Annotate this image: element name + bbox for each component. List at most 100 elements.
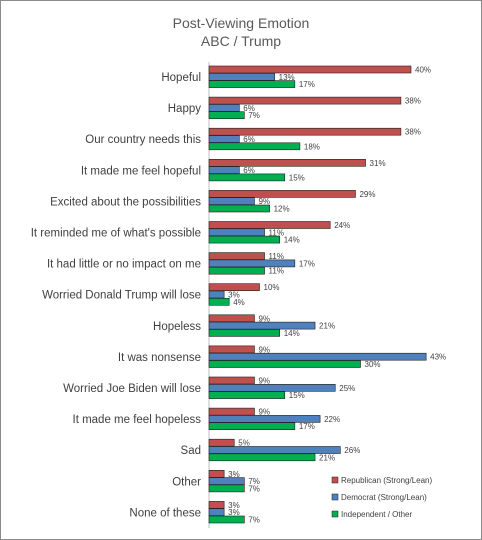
data-label-democrat-strong-lean-hopeless: 21% [319, 322, 335, 331]
legend-label-republican-strong-lean: Republican (Strong/Lean) [341, 476, 433, 485]
data-label-democrat-strong-lean-none-of-these: 3% [228, 508, 240, 517]
data-label-republican-strong-lean-sad: 5% [238, 439, 250, 448]
bar-democrat-strong-lean-it-was-nonsense [208, 352, 427, 361]
category-label-worried-donald-trump-will-lose: Worried Donald Trump will lose [42, 290, 201, 302]
bar-republican-strong-lean-excited-about-the-possibilities [208, 190, 356, 198]
data-label-democrat-strong-lean-worried-donald-trump-will-lose: 3% [228, 291, 240, 300]
legend-label-independent-other: Independent / Other [341, 510, 413, 519]
data-label-republican-strong-lean-it-made-me-feel-hopeful: 31% [370, 159, 386, 168]
bar-republican-strong-lean-it-made-me-feel-hopeless [208, 407, 255, 416]
bar-republican-strong-lean-worried-joe-biden-will-lose [208, 376, 255, 385]
bar-independent-other-it-had-little-or-no-impact-on-me [208, 266, 265, 275]
data-label-republican-strong-lean-worried-donald-trump-will-lose: 10% [264, 283, 280, 292]
bar-democrat-strong-lean-worried-joe-biden-will-lose [208, 383, 336, 392]
bars-group: 40%13%17%38%6%7%38%6%18%31%6%15%29%9%12%… [208, 65, 446, 525]
data-label-independent-other-other: 7% [248, 484, 260, 493]
category-label-worried-joe-biden-will-lose: Worried Joe Biden will lose [63, 383, 201, 395]
data-label-republican-strong-lean-none-of-these: 3% [228, 501, 240, 510]
category-label-excited-about-the-possibilities: Excited about the possibilities [50, 196, 201, 208]
bar-independent-other-worried-joe-biden-will-lose [208, 391, 286, 399]
bar-independent-other-excited-about-the-possibilities [208, 204, 270, 213]
data-label-democrat-strong-lean-our-country-needs-this: 6% [243, 135, 255, 144]
bar-independent-other-hopeful [208, 80, 296, 88]
bar-republican-strong-lean-hopeful [208, 65, 412, 74]
bar-republican-strong-lean-sad [208, 438, 235, 447]
bar-republican-strong-lean-happy [208, 96, 402, 105]
bar-independent-other-other [208, 484, 245, 493]
bar-democrat-strong-lean-none-of-these [208, 508, 225, 517]
bar-democrat-strong-lean-happy [208, 104, 240, 112]
category-label-hopeful: Hopeful [161, 72, 201, 84]
data-label-republican-strong-lean-happy: 38% [405, 97, 421, 106]
data-label-democrat-strong-lean-it-was-nonsense: 43% [430, 353, 446, 362]
category-label-none-of-these: None of these [129, 507, 201, 519]
data-label-independent-other-worried-donald-trump-will-lose: 4% [233, 298, 245, 307]
data-label-independent-other-excited-about-the-possibilities: 12% [274, 205, 290, 214]
category-label-it-was-nonsense: It was nonsense [118, 352, 201, 364]
bar-republican-strong-lean-it-had-little-or-no-impact-on-me [208, 252, 265, 260]
data-label-independent-other-worried-joe-biden-will-lose: 15% [289, 391, 305, 400]
bar-republican-strong-lean-it-was-nonsense [208, 345, 255, 354]
data-label-independent-other-it-reminded-me-of-what-s-possible: 14% [284, 236, 300, 245]
bar-independent-other-it-made-me-feel-hopeless [208, 422, 296, 431]
data-label-democrat-strong-lean-happy: 6% [243, 104, 255, 113]
data-label-independent-other-it-made-me-feel-hopeless: 17% [299, 422, 315, 431]
bar-independent-other-it-reminded-me-of-what-s-possible [208, 235, 280, 244]
bar-democrat-strong-lean-other [208, 477, 245, 485]
category-label-our-country-needs-this: Our country needs this [85, 134, 201, 146]
bar-independent-other-hopeless [208, 329, 280, 337]
bar-independent-other-happy [208, 111, 245, 119]
data-label-independent-other-sad: 21% [319, 453, 335, 462]
bar-independent-other-none-of-these [208, 515, 245, 524]
bar-democrat-strong-lean-it-reminded-me-of-what-s-possible [208, 228, 265, 237]
data-label-republican-strong-lean-other: 3% [228, 470, 240, 479]
category-label-hopeless: Hopeless [153, 321, 201, 333]
bar-republican-strong-lean-other [208, 469, 225, 478]
bar-independent-other-sad [208, 453, 316, 462]
bar-democrat-strong-lean-hopeful [208, 73, 275, 81]
data-label-democrat-strong-lean-sad: 26% [344, 446, 360, 455]
data-label-democrat-strong-lean-other: 7% [248, 477, 260, 486]
bar-democrat-strong-lean-it-made-me-feel-hopeless [208, 415, 321, 423]
chart-title: Post-Viewing Emotion [172, 15, 310, 31]
bar-republican-strong-lean-worried-donald-trump-will-lose [208, 283, 260, 292]
data-label-republican-strong-lean-it-made-me-feel-hopeless: 9% [258, 408, 270, 417]
bar-republican-strong-lean-hopeless [208, 314, 255, 323]
category-label-it-made-me-feel-hopeless: It made me feel hopeless [73, 414, 202, 426]
bar-republican-strong-lean-our-country-needs-this [208, 127, 402, 136]
data-label-republican-strong-lean-excited-about-the-possibilities: 29% [359, 190, 375, 199]
bar-democrat-strong-lean-our-country-needs-this [208, 135, 240, 143]
data-label-republican-strong-lean-our-country-needs-this: 38% [405, 128, 421, 137]
data-label-republican-strong-lean-hopeless: 9% [258, 314, 270, 323]
bar-democrat-strong-lean-worried-donald-trump-will-lose [208, 290, 225, 299]
data-label-independent-other-none-of-these: 7% [248, 516, 260, 525]
chart-subtitle: ABC / Trump [200, 33, 282, 49]
category-label-it-had-little-or-no-impact-on-me: It had little or no impact on me [47, 259, 201, 271]
legend-label-democrat-strong-lean: Democrat (Strong/Lean) [341, 493, 427, 502]
bar-independent-other-our-country-needs-this [208, 142, 301, 151]
data-label-democrat-strong-lean-hopeful: 13% [279, 73, 295, 82]
data-label-independent-other-happy: 7% [248, 111, 260, 120]
bar-democrat-strong-lean-it-had-little-or-no-impact-on-me [208, 259, 296, 268]
data-label-democrat-strong-lean-it-made-me-feel-hopeless: 22% [324, 415, 340, 424]
bar-republican-strong-lean-it-made-me-feel-hopeful [208, 159, 366, 167]
category-label-it-made-me-feel-hopeful: It made me feel hopeful [81, 165, 201, 177]
data-label-independent-other-it-was-nonsense: 30% [365, 360, 381, 369]
legend-swatch-independent-other [331, 510, 339, 518]
data-label-independent-other-it-had-little-or-no-impact-on-me: 11% [269, 267, 284, 276]
bar-republican-strong-lean-none-of-these [208, 501, 225, 509]
data-label-independent-other-hopeful: 17% [299, 80, 315, 89]
category-label-sad: Sad [181, 445, 201, 457]
data-label-democrat-strong-lean-excited-about-the-possibilities: 9% [258, 197, 270, 206]
bar-independent-other-worried-donald-trump-will-lose [208, 297, 230, 306]
data-label-democrat-strong-lean-it-reminded-me-of-what-s-possible: 11% [269, 228, 284, 237]
legend-swatch-democrat-strong-lean [331, 493, 339, 501]
data-label-democrat-strong-lean-it-had-little-or-no-impact-on-me: 17% [299, 259, 315, 268]
category-label-happy: Happy [168, 103, 201, 115]
category-labels-group: Hopeful Happy Our country needs this It mad… [31, 72, 202, 519]
data-label-republican-strong-lean-it-was-nonsense: 9% [258, 345, 270, 354]
data-label-republican-strong-lean-worried-joe-biden-will-lose: 9% [258, 377, 270, 386]
data-label-republican-strong-lean-hopeful: 40% [415, 66, 431, 75]
data-label-republican-strong-lean-it-had-little-or-no-impact-on-me: 11% [269, 252, 284, 261]
bar-democrat-strong-lean-excited-about-the-possibilities [208, 197, 255, 205]
